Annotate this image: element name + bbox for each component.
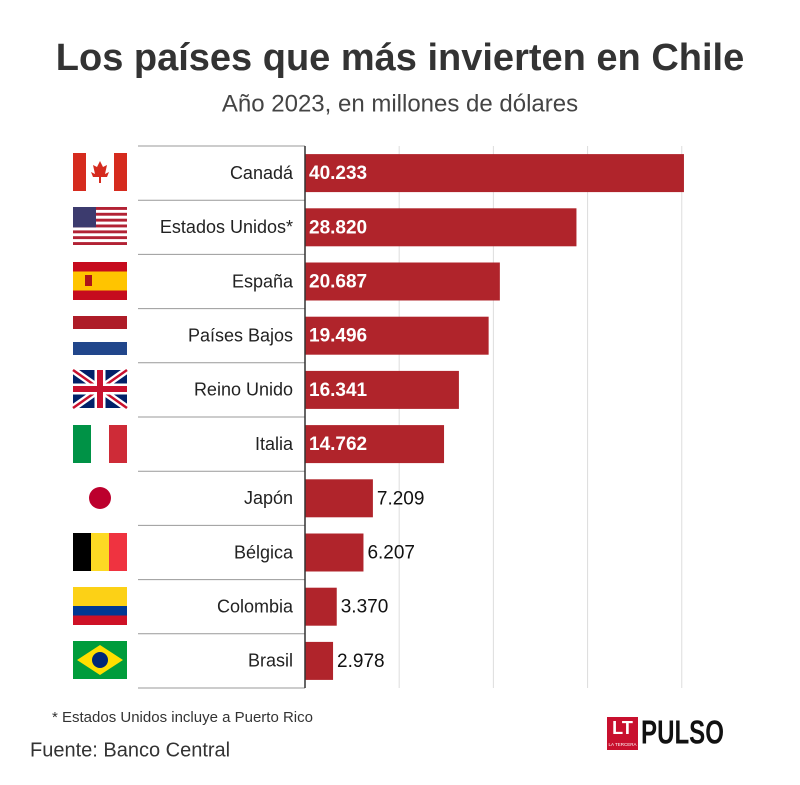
flag-colombia (73, 587, 127, 625)
logo-box (607, 717, 638, 750)
category-label: Japón (244, 488, 293, 508)
value-label: 40.233 (309, 163, 367, 184)
bar (305, 316, 489, 355)
category-label: Reino Unido (194, 380, 293, 400)
category-label: Colombia (217, 596, 294, 616)
category-label: Canadá (230, 163, 294, 183)
value-label: 3.370 (341, 597, 389, 618)
logo-small: LA TERCERA (609, 742, 637, 747)
category-label: Italia (255, 434, 294, 454)
value-label: 28.820 (309, 217, 367, 238)
bar (305, 641, 334, 680)
category-label: Países Bajos (188, 325, 293, 345)
flags (70, 153, 130, 679)
bar (305, 533, 364, 572)
flag-brazil (73, 641, 127, 679)
value-label: 7.209 (377, 488, 425, 509)
flag-spain (73, 262, 127, 300)
flag-italy (73, 425, 127, 463)
flag-usa (73, 207, 127, 245)
value-label: 6.207 (367, 543, 415, 564)
bar (305, 154, 684, 193)
chart-subtitle: Año 2023, en millones de dólares (222, 90, 578, 117)
value-label: 16.341 (309, 380, 368, 401)
bar (305, 208, 577, 247)
bar (305, 370, 459, 409)
category-label: Bélgica (234, 542, 294, 562)
category-label: Estados Unidos* (160, 217, 293, 237)
source: Fuente: Banco Central (30, 739, 230, 761)
value-label: 14.762 (309, 434, 367, 455)
flag-canada (73, 153, 127, 191)
value-label: 19.496 (309, 326, 367, 347)
chart-title: Los países que más invierten en Chile (56, 37, 744, 79)
flag-netherlands (73, 316, 127, 355)
value-label: 20.687 (309, 272, 367, 293)
value-label: 2.978 (337, 651, 385, 672)
flag-belgium (73, 533, 127, 571)
bar (305, 479, 373, 518)
bar (305, 425, 445, 464)
footnote: * Estados Unidos incluye a Puerto Rico (52, 709, 313, 726)
bar (305, 587, 337, 626)
flag-japan (73, 479, 127, 517)
bar (305, 262, 500, 301)
logo-name: PULSO (641, 714, 724, 751)
rows: Canadá 40.233 Estados Unidos* 28.820 España 2… (138, 145, 684, 689)
category-label: Brasil (248, 651, 293, 671)
flag-uk (70, 367, 130, 411)
logo: LT LA TERCERA PULSO (607, 714, 724, 751)
logo-mark: LT (612, 718, 633, 738)
category-label: España (232, 271, 294, 291)
